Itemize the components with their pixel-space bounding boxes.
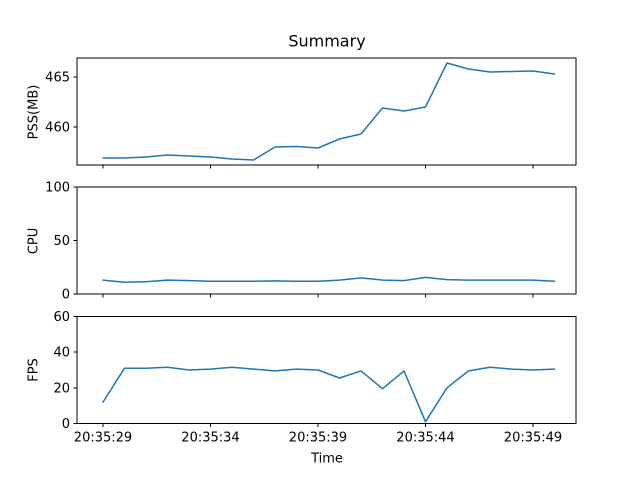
y-tick-label: 465 <box>45 71 70 86</box>
subplot-cpu: 0 50 100 <box>45 181 577 303</box>
y-tick-label: 100 <box>45 181 70 196</box>
series-line-pssmb <box>102 62 556 161</box>
x-tick-label: 20:35:44 <box>396 431 454 446</box>
y-axis-label-fps: FPS <box>26 358 42 382</box>
subplot-pssmb: 460 465 <box>45 57 577 169</box>
y-tick-label: 50 <box>53 234 70 249</box>
series-line-cpu <box>102 276 556 283</box>
series-line-fps <box>102 366 556 423</box>
y-axis-label-pss: PSS(MB) <box>26 84 42 139</box>
x-tick-label: 20:35:34 <box>181 431 239 446</box>
x-tick-label: 20:35:29 <box>74 431 132 446</box>
chart-title: Summary <box>288 31 366 51</box>
y-tick-label: 0 <box>62 288 70 303</box>
y-axis-label-cpu: CPU <box>26 227 42 254</box>
y-tick-label: 40 <box>53 346 70 361</box>
y-tick-label: 20 <box>53 381 70 396</box>
subplot-fps: 0 20 40 60 20:35:29 20:35:34 20:35:39 20:35:44 2… <box>53 310 577 446</box>
plot-frame <box>76 316 577 424</box>
y-tick-label: 460 <box>45 121 70 136</box>
plot-frame <box>76 57 577 166</box>
x-tick-label: 20:35:49 <box>504 431 562 446</box>
x-axis-label: Time <box>311 451 343 467</box>
y-tick-label: 0 <box>62 417 70 432</box>
y-tick-label: 60 <box>53 310 70 325</box>
plot-frame <box>76 186 577 295</box>
x-tick-label: 20:35:39 <box>289 431 347 446</box>
